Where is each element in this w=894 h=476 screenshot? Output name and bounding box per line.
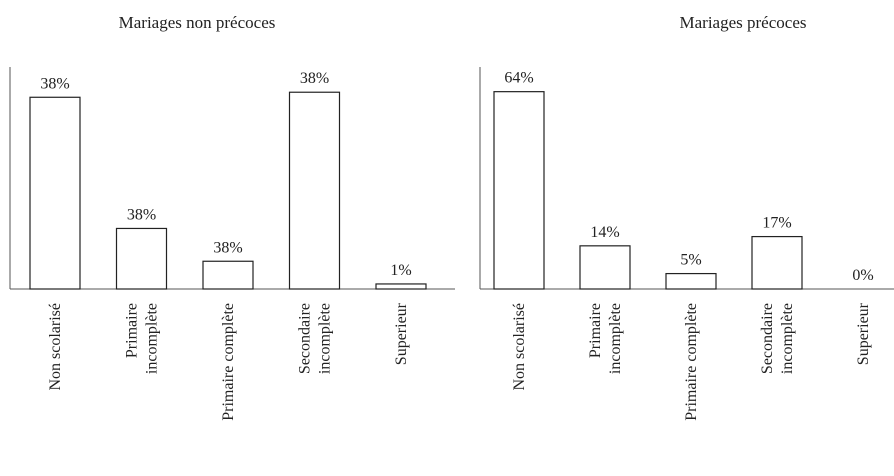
x-tick-label: Primaire incomplète (587, 303, 624, 374)
x-tick-label-line: incomplète (317, 303, 334, 374)
x-tick-label-line: Superieur (393, 302, 410, 365)
x-tick-label: Primaire complète (683, 303, 700, 421)
x-tick-label: Secondaire incomplète (759, 303, 796, 374)
x-tick-label: Superieur (855, 302, 872, 365)
data-label: 1% (390, 262, 411, 279)
bar (288, 91, 341, 290)
data-label: 38% (213, 239, 242, 256)
x-tick-label-line: Primaire (587, 303, 604, 358)
chart-title: Mariages précoces (680, 13, 807, 32)
x-tick-label-line: Superieur (855, 302, 872, 365)
data-label: 0% (852, 267, 873, 284)
data-label: 38% (127, 206, 156, 223)
data-label: 38% (40, 75, 69, 92)
chart-title: Mariages non précoces (119, 13, 276, 32)
x-tick-label-line: Non scolarisé (47, 303, 64, 391)
bar (665, 272, 717, 290)
x-tick-label-line: Primaire complète (220, 303, 237, 421)
bar (375, 283, 427, 290)
data-label: 38% (300, 70, 329, 87)
bar (493, 91, 545, 290)
chart-panel-non-precoces: Mariages non précoces 38% Non scolarisé 38… (9, 13, 455, 421)
bar (29, 96, 81, 290)
x-tick-label-line: Secondaire (759, 303, 776, 374)
x-tick-label-line: Non scolarisé (511, 303, 528, 391)
x-tick-label: Primaire complète (220, 303, 237, 421)
x-tick-label: Superieur (393, 302, 410, 365)
x-tick-label-line: incomplète (607, 303, 624, 374)
data-label: 14% (590, 224, 619, 241)
data-label: 17% (762, 215, 791, 232)
data-label: 5% (680, 252, 701, 269)
x-tick-label-line: Secondaire (297, 303, 314, 374)
x-tick-label: Primaire incomplète (124, 303, 161, 374)
bar (202, 260, 254, 290)
bar (579, 245, 631, 290)
x-tick-label-line: Primaire complète (683, 303, 700, 421)
x-tick-label-line: incomplète (144, 303, 161, 374)
bar (751, 235, 803, 290)
x-tick-label-line: incomplète (779, 303, 796, 374)
x-tick-label: Secondaire incomplète (297, 303, 334, 374)
data-label: 64% (504, 70, 533, 87)
x-tick-label: Non scolarisé (47, 303, 64, 391)
x-tick-label: Non scolarisé (511, 303, 528, 391)
chart-panel-precoces: Mariages précoces 64% Non scolarisé 14% Pri… (479, 13, 894, 421)
x-tick-label-line: Primaire (124, 303, 141, 358)
bar (115, 227, 168, 290)
